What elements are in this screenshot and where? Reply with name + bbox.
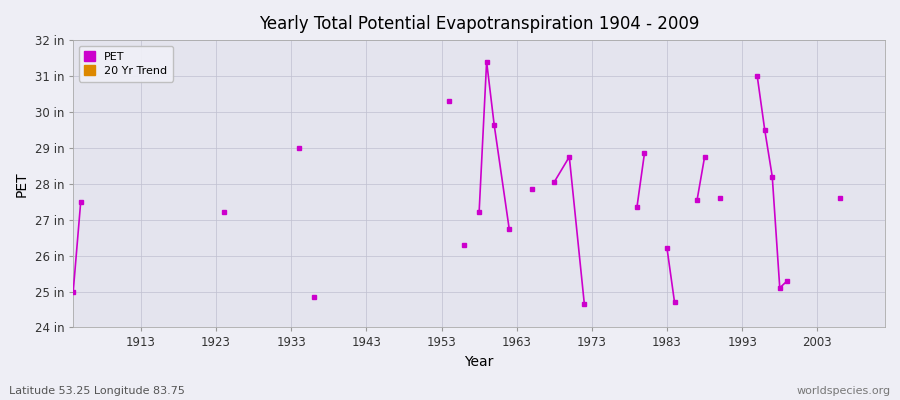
Legend: PET, 20 Yr Trend: PET, 20 Yr Trend bbox=[79, 46, 173, 82]
Text: worldspecies.org: worldspecies.org bbox=[796, 386, 891, 396]
X-axis label: Year: Year bbox=[464, 355, 494, 369]
Text: Latitude 53.25 Longitude 83.75: Latitude 53.25 Longitude 83.75 bbox=[9, 386, 184, 396]
Title: Yearly Total Potential Evapotranspiration 1904 - 2009: Yearly Total Potential Evapotranspiratio… bbox=[259, 15, 699, 33]
Y-axis label: PET: PET bbox=[15, 171, 29, 196]
